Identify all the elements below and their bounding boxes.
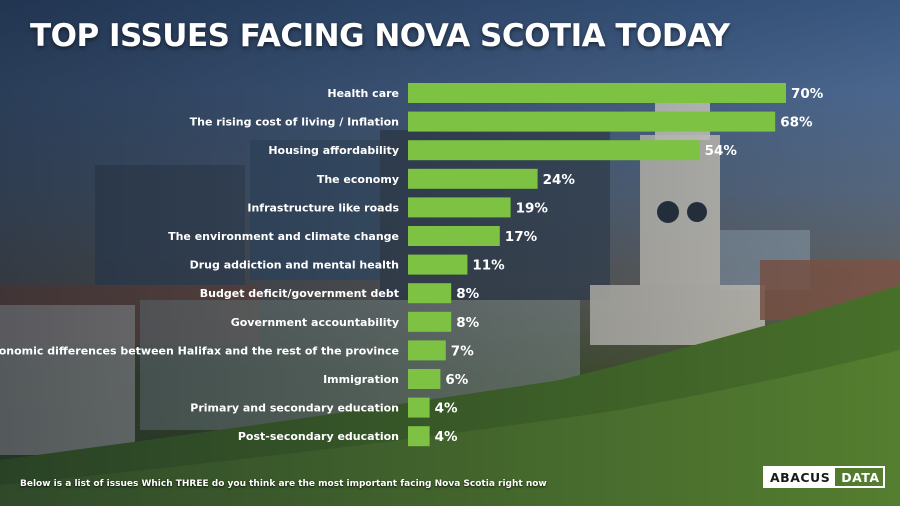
bar-5 <box>408 226 500 246</box>
value-label-11: 4% <box>435 401 458 417</box>
category-label-5: The environment and climate change <box>168 230 399 243</box>
bar-3 <box>408 168 538 189</box>
value-label-6: 11% <box>472 258 505 274</box>
category-label-3: The economy <box>317 173 399 186</box>
category-label-1: The rising cost of living / Inflation <box>190 116 399 129</box>
bar-11 <box>408 397 430 418</box>
footnote: Below is a list of issues Which THREE do… <box>20 479 547 489</box>
chart-title: TOP ISSUES FACING NOVA SCOTIA TODAY <box>30 18 730 54</box>
category-label-12: Post-secondary education <box>238 430 399 443</box>
category-label-0: Health care <box>327 87 399 100</box>
category-label-8: Government accountability <box>231 316 399 329</box>
value-label-7: 8% <box>456 286 479 302</box>
category-label-11: Primary and secondary education <box>190 402 399 415</box>
bar-1 <box>408 111 776 132</box>
bar-0 <box>408 83 786 103</box>
value-label-0: 70% <box>791 86 824 102</box>
value-label-2: 54% <box>705 143 738 159</box>
value-label-8: 8% <box>456 315 479 331</box>
value-label-12: 4% <box>435 429 458 445</box>
category-label-7: Budget deficit/government debt <box>200 287 399 300</box>
bar-9 <box>408 340 446 361</box>
value-label-3: 24% <box>543 172 576 188</box>
bar-12 <box>408 426 430 447</box>
bar-4 <box>408 197 511 218</box>
category-label-10: Immigration <box>323 373 399 386</box>
bar-8 <box>408 311 452 332</box>
category-label-6: Drug addiction and mental health <box>190 259 399 272</box>
value-label-1: 68% <box>780 115 813 131</box>
logo-part-1: ABACUS <box>765 468 836 486</box>
bar-7 <box>408 283 452 304</box>
logo-part-2: DATA <box>841 469 880 485</box>
abacus-data-logo: ABACUS DATA <box>763 466 885 488</box>
category-label-4: Infrastructure like roads <box>247 201 399 214</box>
value-label-5: 17% <box>505 229 538 245</box>
category-label-2: Housing affordability <box>268 144 399 157</box>
bar-2 <box>408 140 700 161</box>
value-label-4: 19% <box>516 200 549 216</box>
value-label-9: 7% <box>451 343 474 359</box>
bar-6 <box>408 254 468 275</box>
category-label-9: Economic differences between Halifax and… <box>0 344 399 357</box>
value-label-10: 6% <box>445 372 468 388</box>
bar-10 <box>408 369 441 389</box>
